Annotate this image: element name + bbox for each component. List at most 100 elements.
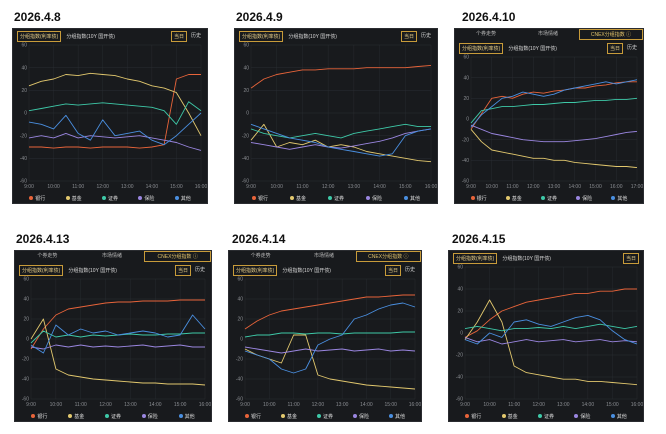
history-button[interactable]: 历史: [404, 267, 415, 273]
top-tab[interactable]: CNEX分组指数 ⓘ: [144, 251, 211, 262]
today-button[interactable]: 当日: [384, 265, 401, 276]
legend-item[interactable]: 其他: [178, 411, 195, 421]
series-line-bank: [464, 288, 637, 338]
legend-item[interactable]: 证券: [327, 193, 344, 203]
chart-date-label: 2026.4.14: [232, 232, 286, 246]
index-option-button[interactable]: 分组指数(利率债): [19, 265, 64, 276]
y-tick-label: 20: [23, 317, 29, 323]
chart-date-label: 2026.4.9: [236, 10, 283, 24]
y-tick-label: 60: [21, 43, 27, 49]
top-tab-bar: 个券走势 市场情绪 CNEX分组指数 ⓘ: [15, 251, 211, 262]
legend-item[interactable]: 保险: [141, 411, 158, 421]
legend-item[interactable]: 证券: [104, 411, 121, 421]
legend-item[interactable]: 证券: [537, 411, 554, 421]
today-button[interactable]: 当日: [400, 31, 417, 42]
legend-item[interactable]: 证券: [316, 411, 333, 421]
y-tick-label: 40: [21, 65, 27, 71]
legend-item[interactable]: 保险: [574, 411, 590, 421]
legend-item[interactable]: 基金: [289, 193, 306, 203]
index-option-button[interactable]: 分组指数(10Y 国开债): [282, 268, 331, 274]
history-button[interactable]: 历史: [626, 45, 637, 51]
today-button[interactable]: 当日: [606, 43, 623, 54]
legend-item[interactable]: 银行: [251, 193, 268, 203]
legend-item[interactable]: 银行: [244, 411, 261, 421]
view-toggle: 当日 历史: [174, 265, 207, 276]
legend-item[interactable]: 保险: [576, 193, 592, 203]
y-tick-label: 60: [457, 265, 463, 271]
legend-item[interactable]: 证券: [101, 193, 118, 203]
index-option-button[interactable]: 分组指数(利率债): [17, 31, 62, 42]
x-tick-label: 14:00: [149, 402, 162, 408]
chart-legend: 银行 基金 证券 保险 其他: [449, 411, 643, 421]
chart-legend: 银行 基金 证券 保险 其他: [15, 411, 211, 421]
legend-item[interactable]: 基金: [65, 193, 82, 203]
legend-item[interactable]: 基金: [501, 411, 518, 421]
legend-item[interactable]: 其他: [610, 411, 627, 421]
series-line-insurance: [30, 344, 205, 350]
legend-item[interactable]: 基金: [68, 411, 84, 421]
index-option-button[interactable]: 分组指数(10Y 国开债): [66, 34, 115, 40]
series-line-broker: [244, 331, 415, 338]
legend-item[interactable]: 保险: [352, 411, 369, 421]
x-tick-label: 14:00: [360, 402, 373, 408]
top-tab[interactable]: 市场情绪: [313, 253, 334, 259]
index-option-button[interactable]: 分组指数(10Y 国开债): [288, 34, 337, 40]
legend-item[interactable]: 证券: [540, 193, 557, 203]
top-tab[interactable]: 个券走势: [250, 253, 271, 259]
y-tick-label: -60: [22, 397, 29, 403]
top-tab[interactable]: 市场情绪: [537, 31, 558, 37]
y-tick-label: 40: [237, 297, 243, 303]
legend-label: 银行: [476, 195, 487, 202]
top-tab[interactable]: 个券走势: [37, 253, 58, 259]
index-option-button[interactable]: 分组指数(利率债): [233, 265, 278, 276]
legend-item[interactable]: 其他: [611, 193, 627, 203]
legend-item[interactable]: 保险: [138, 193, 154, 203]
index-option-button[interactable]: 分组指数(利率债): [459, 43, 504, 54]
x-tick-label: 11:00: [506, 184, 518, 190]
x-tick-label: 10:00: [485, 184, 498, 190]
index-option-button[interactable]: 分组指数(10Y 国开债): [68, 268, 117, 274]
legend-dot-icon: [316, 414, 321, 418]
today-button[interactable]: 当日: [170, 31, 187, 42]
index-option-button[interactable]: 分组指数(利率债): [453, 253, 498, 264]
index-option-button[interactable]: 分组指数(10Y 国开债): [502, 256, 551, 262]
y-tick-label: -20: [456, 353, 463, 359]
today-button[interactable]: 当日: [174, 265, 191, 276]
legend-item[interactable]: 银行: [470, 193, 487, 203]
index-option-button[interactable]: 分组指数(利率债): [239, 31, 284, 42]
legend-dot-icon: [138, 196, 143, 200]
y-tick-label: -40: [456, 375, 463, 381]
top-tab[interactable]: 市场情绪: [102, 253, 123, 259]
x-tick-label: 14:00: [582, 402, 595, 408]
x-tick-label: 11:00: [508, 402, 520, 408]
legend-item[interactable]: 保险: [365, 193, 382, 203]
legend-item[interactable]: 其他: [388, 411, 405, 421]
top-tab[interactable]: CNEX分组指数 ⓘ: [355, 251, 421, 262]
legend-item[interactable]: 银行: [29, 193, 45, 203]
history-button[interactable]: 历史: [194, 267, 205, 273]
legend-item[interactable]: 其他: [403, 193, 420, 203]
series-line-broker: [470, 97, 638, 124]
legend-item[interactable]: 银行: [465, 411, 481, 421]
history-button[interactable]: 历史: [190, 33, 201, 39]
history-button[interactable]: 历史: [420, 33, 431, 39]
legend-item[interactable]: 银行: [31, 411, 47, 421]
series-line-fund: [250, 123, 432, 163]
series-line-broker: [30, 330, 205, 344]
top-tab[interactable]: CNEX分组指数 ⓘ: [579, 29, 643, 40]
index-toolbar: 分组指数(利率债) 分组指数(10Y 国开债) 当日 历史: [235, 29, 437, 42]
legend-item[interactable]: 其他: [174, 193, 191, 203]
today-button[interactable]: 当日: [622, 253, 639, 264]
y-tick-label: -60: [242, 179, 249, 185]
legend-item[interactable]: 基金: [505, 193, 522, 203]
legend-label: 保险: [371, 195, 382, 202]
top-tab[interactable]: 个券走势: [475, 31, 496, 37]
view-toggle: 当日 历史: [170, 31, 203, 42]
x-tick-label: 14:00: [146, 184, 159, 190]
legend-item[interactable]: 基金: [280, 411, 297, 421]
y-tick-label: -60: [456, 397, 463, 403]
series-line-other: [470, 79, 638, 128]
x-tick-label: 9:00: [246, 184, 256, 190]
index-option-button[interactable]: 分组指数(10Y 国开债): [508, 46, 557, 52]
x-tick-label: 16:00: [610, 184, 623, 190]
